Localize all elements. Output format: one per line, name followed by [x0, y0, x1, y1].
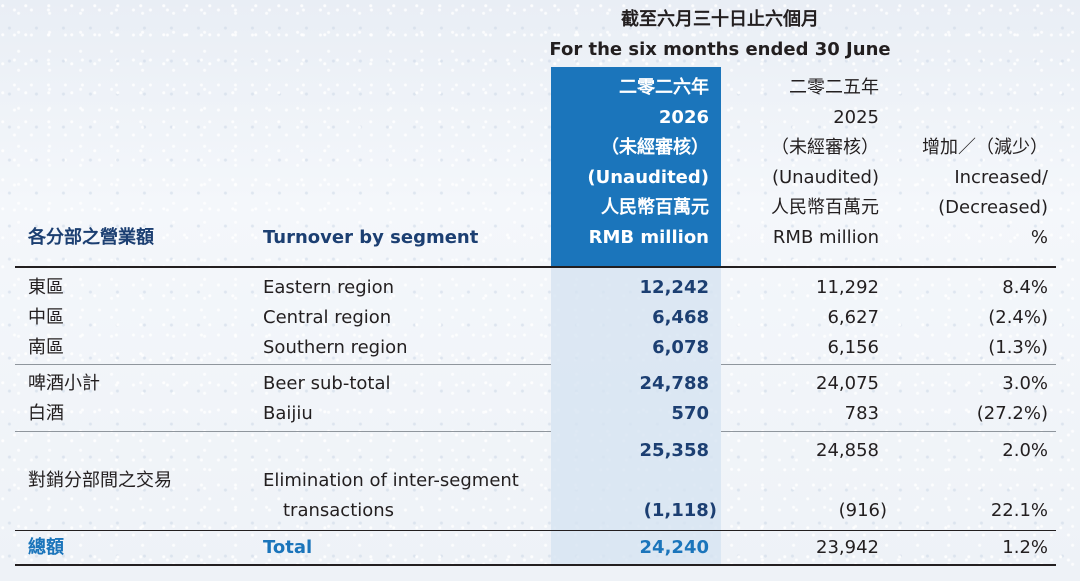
total-row: 總額 Total 24,240 23,942 1.2% — [0, 533, 1080, 563]
row-value-current: 6,468 — [652, 307, 709, 328]
row-label-zh: 南區 — [28, 337, 64, 358]
row-value-current: 570 — [671, 403, 709, 424]
change-header-line: 增加／（減少） — [922, 137, 1048, 158]
current-year-header-line: 二零二六年 — [619, 77, 709, 98]
header-rule — [15, 266, 1056, 268]
previous-year-header-line: RMB million — [772, 227, 879, 248]
row-value-change: 2.0% — [1002, 440, 1048, 461]
period-title-zh: 截至六月三十日止六個月 — [621, 9, 819, 30]
row-label-en: Central region — [263, 307, 392, 328]
table-row: 南區 Southern region 6,078 6,156 (1.3%) — [0, 333, 1080, 363]
row-label-zh: 白酒 — [28, 403, 64, 424]
row-label-zh: 東區 — [28, 277, 64, 298]
previous-year-header-line: 人民幣百萬元 — [771, 197, 879, 218]
previous-year-header-line: (Unaudited) — [771, 167, 879, 188]
row-value-current: (1,118) — [643, 500, 717, 521]
subtotal-separator — [15, 364, 551, 365]
row-value-current: 24,788 — [639, 373, 709, 394]
previous-year-header-line: 2025 — [833, 107, 879, 128]
row-label-en: Elimination of inter-segment — [263, 470, 519, 491]
previous-year-header-line: （未經審核） — [771, 137, 879, 158]
row-label-en: transactions — [283, 500, 395, 521]
row-value-current: 25,358 — [639, 440, 709, 461]
total-label-en: Total — [263, 537, 313, 558]
subtotal-separator — [721, 431, 1056, 432]
row-value-change: 22.1% — [990, 500, 1048, 521]
change-header-line: Increased/ — [954, 167, 1048, 188]
total-value-current: 24,240 — [639, 537, 709, 558]
table-row: 中區 Central region 6,468 6,627 (2.4%) — [0, 303, 1080, 333]
row-value-change: (2.4%) — [988, 307, 1048, 328]
current-year-header-line: (Unaudited) — [587, 167, 709, 188]
row-label-en: Baijiu — [263, 403, 313, 424]
period-title-en: For the six months ended 30 June — [549, 39, 891, 60]
row-value-change: (27.2%) — [976, 403, 1048, 424]
current-year-column-background — [551, 268, 721, 565]
segment-header-en: Turnover by segment — [263, 227, 479, 248]
row-value-current: 12,242 — [639, 277, 709, 298]
row-label-zh: 啤酒小計 — [28, 373, 100, 394]
change-header-line: (Decreased) — [938, 197, 1048, 218]
row-label-zh: 中區 — [28, 307, 64, 328]
subtotal-separator — [15, 431, 551, 432]
row-value-previous: 783 — [844, 403, 879, 424]
table-row: 東區 Eastern region 12,242 11,292 8.4% — [0, 273, 1080, 303]
row-value-change: 3.0% — [1002, 373, 1048, 394]
table-row: 啤酒小計 Beer sub-total 24,788 24,075 3.0% — [0, 369, 1080, 399]
table-row: 25,358 24,858 2.0% — [0, 436, 1080, 466]
segment-header-zh: 各分部之營業額 — [28, 227, 154, 248]
current-year-header-line: 人民幣百萬元 — [601, 197, 709, 218]
subtotal-separator — [721, 364, 1056, 365]
total-bottom-rule — [15, 564, 1056, 566]
total-value-change: 1.2% — [1002, 537, 1048, 558]
current-year-header-background — [551, 67, 721, 268]
row-value-previous: 6,156 — [827, 337, 879, 358]
total-top-rule — [15, 530, 1056, 531]
row-label-zh: 對銷分部間之交易 — [28, 470, 172, 491]
row-label-en: Southern region — [263, 337, 408, 358]
row-label-en: Eastern region — [263, 277, 395, 298]
previous-year-header-line: 二零二五年 — [789, 77, 879, 98]
current-year-header-line: 2026 — [658, 107, 709, 128]
change-header-line: % — [1030, 227, 1048, 248]
row-value-change: 8.4% — [1002, 277, 1048, 298]
row-value-previous: 24,858 — [816, 440, 879, 461]
row-label-en: Beer sub-total — [263, 373, 391, 394]
row-value-current: 6,078 — [652, 337, 709, 358]
table-row: transactions (1,118) (916) 22.1% — [0, 496, 1080, 526]
row-value-change: (1.3%) — [988, 337, 1048, 358]
total-value-previous: 23,942 — [816, 537, 879, 558]
current-year-header-line: （未經審核） — [601, 137, 709, 158]
table-row: 白酒 Baijiu 570 783 (27.2%) — [0, 399, 1080, 429]
table-row: 對銷分部間之交易 Elimination of inter-segment — [0, 466, 1080, 496]
row-value-previous: 24,075 — [816, 373, 879, 394]
row-value-previous: 6,627 — [827, 307, 879, 328]
total-label-zh: 總額 — [28, 537, 64, 558]
row-value-previous: (916) — [838, 500, 887, 521]
row-value-previous: 11,292 — [816, 277, 879, 298]
current-year-header-line: RMB million — [588, 227, 709, 248]
